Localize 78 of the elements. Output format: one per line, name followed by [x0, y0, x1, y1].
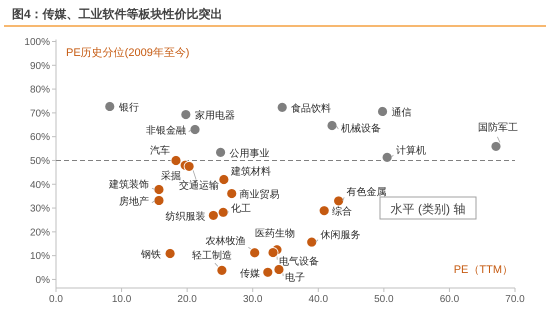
point: [274, 264, 284, 275]
annotation: 通信: [392, 106, 412, 118]
point: [382, 152, 393, 163]
annotation: 房地产: [118, 195, 149, 208]
y-tick-label: 40%: [30, 180, 50, 191]
annotation: 钢铁: [140, 248, 162, 260]
annotation: 电子: [284, 271, 305, 284]
point: [377, 106, 388, 117]
point: [154, 184, 164, 195]
annotation: 家用电器: [194, 110, 235, 122]
annotation: 综合: [332, 206, 352, 218]
annotation: 农林牧渔: [206, 234, 246, 247]
y-tick-label: 20%: [30, 227, 50, 238]
point: [318, 205, 330, 216]
annotation: 食品饮料: [291, 102, 332, 114]
annotation: 电气设备: [279, 256, 320, 268]
x-tick-label: 30.0: [242, 294, 263, 305]
point: [164, 248, 176, 259]
annotation: 建筑材料: [230, 166, 271, 178]
annotation: 交通运输: [179, 179, 220, 192]
point: [218, 206, 229, 218]
point: [268, 247, 278, 258]
y-tick-label: 80%: [30, 84, 50, 96]
annotation: 休闲服务: [320, 229, 361, 242]
point: [333, 196, 344, 206]
point: [490, 141, 502, 152]
y-tick-label: 50%: [30, 156, 50, 167]
annotation: 轻工制造: [192, 249, 232, 262]
tooltip: 水平 (类别) 轴: [380, 196, 476, 220]
point: [218, 174, 230, 185]
annotation: 银行: [118, 102, 139, 114]
x-tick-label: 0.0: [49, 294, 64, 305]
x-tick-label: 60.0: [440, 294, 460, 305]
x-tick-label: 50.0: [374, 294, 394, 305]
y-tick-label: 60%: [30, 132, 50, 144]
x-tick-label: 70.0: [505, 294, 526, 305]
annotation: 医药生物: [254, 228, 295, 240]
annotation: 水平 (类别) 轴: [390, 202, 466, 216]
point: [180, 109, 192, 120]
y-tick-label: 100%: [24, 37, 50, 48]
point: [306, 236, 318, 248]
point: [170, 155, 182, 166]
annotation: 国防军工: [478, 121, 518, 134]
annotation: 非银金融: [146, 124, 186, 137]
y-tick-label: 30%: [30, 204, 50, 215]
annotation: 机械设备: [341, 122, 382, 134]
x-tick-label: 20.0: [177, 294, 198, 305]
point: [215, 146, 226, 158]
point: [190, 124, 200, 135]
annotation: 采掘: [161, 170, 182, 182]
x-tick-label: 10.0: [112, 294, 132, 305]
annotation: 建筑装饰: [108, 178, 149, 190]
annotation: 公用事业: [230, 147, 270, 160]
point: [226, 188, 238, 199]
point: [104, 101, 116, 112]
annotation: 纺织服装: [165, 210, 206, 222]
point: [326, 120, 338, 131]
point: [208, 210, 219, 221]
x-tick-label: 40.0: [308, 294, 328, 305]
annotation: 有色金属: [346, 186, 387, 198]
chart-title: 图4：传媒、工业软件等板块性价比突出: [12, 7, 223, 21]
annotation: 计算机: [396, 144, 426, 156]
point: [154, 195, 164, 206]
y-tick-label: 70%: [30, 108, 50, 120]
point: [216, 264, 228, 276]
annotation: 汽车: [150, 144, 170, 156]
y-tick-label: 10%: [30, 251, 50, 262]
x-axis-title: PE（TTM）: [454, 264, 513, 276]
point: [262, 266, 274, 278]
annotation: 商业贸易: [240, 188, 280, 201]
y-tick-label: 0%: [36, 274, 50, 286]
annotation: 传媒: [240, 268, 260, 280]
point: [184, 161, 195, 172]
point: [249, 247, 260, 258]
y-tick-label: 90%: [30, 60, 50, 72]
annotation: 化工: [231, 202, 252, 214]
point: [276, 102, 288, 113]
y-axis-title: PE历史分位(2009年至今): [66, 46, 190, 59]
